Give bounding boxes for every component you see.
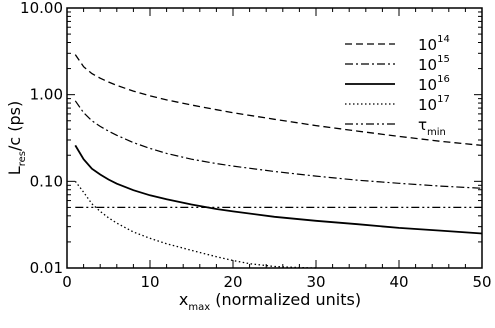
y-tick-label: 0.10 xyxy=(30,172,63,190)
series-line-4 xyxy=(74,180,317,269)
x-tick-label: 0 xyxy=(62,273,72,291)
series-line-3 xyxy=(74,144,483,235)
legend-label-1: 1014 xyxy=(418,34,450,54)
y-tick-label: 0.01 xyxy=(30,259,63,277)
x-axis-title: xmax (normalized units) xyxy=(179,290,361,313)
x-tick-label: 50 xyxy=(472,273,491,291)
x-tick-label: 40 xyxy=(389,273,408,291)
y-axis-title-rest: /c (ps) xyxy=(5,101,24,151)
series-line-1 xyxy=(74,54,483,147)
legend-label-2: 1015 xyxy=(418,54,450,74)
x-axis-title-sub: max xyxy=(188,302,210,313)
x-axis-title-main: x xyxy=(179,290,188,309)
legend-label-4: 1017 xyxy=(418,94,450,114)
plot-frame xyxy=(66,7,483,269)
legend-label-3: 1016 xyxy=(418,74,450,94)
x-axis-title-rest: (normalized units) xyxy=(210,290,361,309)
series-lines xyxy=(74,54,483,269)
y-axis-title-sub: res xyxy=(17,151,28,166)
x-tick-label: 10 xyxy=(140,273,159,291)
y-axis-title-main: L xyxy=(5,166,24,175)
x-tick-label: 30 xyxy=(306,273,325,291)
legend-label-5: τmin xyxy=(418,116,446,138)
y-tick-label: 10.00 xyxy=(20,0,63,17)
y-tick-label: 1.00 xyxy=(30,86,63,104)
series-line-2 xyxy=(74,100,483,189)
axis-ticks: 0 10 20 30 40 50 10.00 1.00 0.10 0.01 xyxy=(20,0,492,291)
x-tick-label: 20 xyxy=(223,273,242,291)
y-axis-title: Lres/c (ps) xyxy=(5,101,28,175)
